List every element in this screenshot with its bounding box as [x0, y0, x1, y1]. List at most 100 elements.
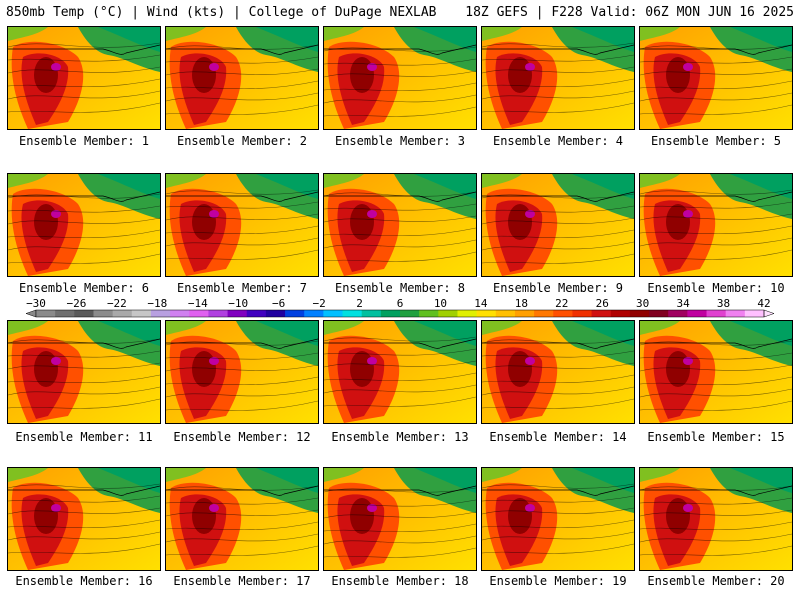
- ensemble-member-label: Ensemble Member: 18: [331, 574, 469, 588]
- ensemble-map-panel: [7, 26, 161, 130]
- cool-region: [572, 468, 634, 493]
- cool-region: [482, 321, 522, 335]
- colorbar-tick-label: 26: [596, 297, 609, 310]
- contour-line: [324, 106, 476, 117]
- contour-line: [8, 374, 160, 384]
- ensemble-member-label: Ensemble Member: 8: [334, 281, 466, 295]
- ensemble-map-panel: [323, 173, 477, 277]
- contour-line: [324, 499, 476, 507]
- cool-region: [256, 27, 318, 52]
- warm-region: [683, 210, 693, 218]
- colorbar-tick-label: 18: [515, 297, 528, 310]
- contour-line: [640, 497, 792, 505]
- temperature-map: [166, 468, 318, 570]
- ensemble-member-label: Ensemble Member: 19: [489, 574, 627, 588]
- ensemble-member-label: Ensemble Member: 4: [492, 134, 624, 148]
- contour-line: [324, 251, 476, 262]
- warm-region: [666, 204, 690, 240]
- country-border: [166, 338, 318, 349]
- cool-region: [730, 468, 792, 493]
- contour-line: [8, 78, 160, 88]
- ensemble-member-label: Ensemble Member: 5: [650, 134, 782, 148]
- cool-region: [640, 468, 680, 482]
- contour-line: [324, 70, 476, 78]
- contour-line: [482, 495, 634, 503]
- cool-region: [730, 174, 792, 199]
- cool-region: [572, 321, 634, 346]
- chart-title: 850mb Temp (°C) | Wind (kts) | College o…: [6, 5, 437, 20]
- contour-line: [482, 205, 634, 213]
- contour-line: [640, 352, 792, 360]
- colorbar-swatch: [304, 310, 324, 317]
- cool-region: [8, 321, 48, 335]
- ensemble-map-panel: [481, 467, 635, 571]
- contour-line: [324, 82, 476, 92]
- cool-region: [166, 27, 206, 41]
- cool-region: [324, 174, 364, 188]
- colorbar-swatch: [361, 310, 382, 317]
- contour-line: [8, 66, 160, 74]
- colorbar-tick-label: −6: [272, 297, 285, 310]
- contour-line: [640, 237, 792, 247]
- colorbar-swatch: [400, 310, 420, 317]
- contour-line: [482, 531, 634, 541]
- contour-line: [482, 66, 634, 74]
- contour-line: [324, 372, 476, 382]
- ensemble-member-label: Ensemble Member: 14: [489, 430, 627, 444]
- temperature-map: [640, 174, 792, 276]
- contour-line: [8, 350, 160, 358]
- cool-region: [256, 468, 318, 493]
- contour-line: [482, 54, 634, 62]
- colorbar-tick-label: −2: [312, 297, 325, 310]
- warm-region: [525, 63, 535, 71]
- ensemble-map-panel: [165, 173, 319, 277]
- colorbar-tick-label: −14: [188, 297, 208, 310]
- colorbar-swatch: [74, 310, 94, 317]
- cool-region: [98, 174, 160, 199]
- country-border: [640, 191, 792, 202]
- contour-line: [324, 58, 476, 66]
- colorbar-tick-label: 10: [434, 297, 447, 310]
- country-border: [324, 338, 476, 349]
- country-border: [166, 191, 318, 202]
- ensemble-map-panel: [165, 467, 319, 571]
- contour-line: [166, 364, 318, 372]
- contour-line: [8, 338, 160, 344]
- contour-line: [166, 521, 318, 531]
- contour-line: [640, 44, 792, 50]
- colorbar-max-arrow: [763, 309, 775, 318]
- contour-line: [166, 68, 318, 76]
- contour-line: [324, 215, 476, 223]
- ensemble-member-label: Ensemble Member: 6: [18, 281, 150, 295]
- warm-region: [209, 357, 219, 365]
- ensemble-member-label: Ensemble Member: 2: [176, 134, 308, 148]
- contour-line: [166, 213, 318, 221]
- country-border: [324, 191, 476, 202]
- contour-line: [166, 485, 318, 491]
- contour-line: [482, 241, 634, 251]
- cool-region: [414, 27, 476, 52]
- cool-region: [730, 321, 792, 346]
- cool-region: [572, 174, 634, 199]
- contour-line: [482, 374, 634, 384]
- contour-line: [8, 495, 160, 503]
- cool-region: [640, 174, 680, 188]
- warm-region: [51, 357, 61, 365]
- contour-line: [640, 533, 792, 543]
- contour-line: [482, 350, 634, 358]
- contour-line: [324, 94, 476, 104]
- contour-line: [166, 545, 318, 556]
- colorbar-swatch: [438, 310, 458, 317]
- country-border: [324, 44, 476, 55]
- cool-region: [324, 27, 364, 41]
- contour-line: [166, 497, 318, 505]
- contour-line: [640, 56, 792, 64]
- ensemble-map-panel: [7, 320, 161, 424]
- cool-region: [482, 174, 522, 188]
- contour-line: [8, 54, 160, 62]
- contour-line: [166, 80, 318, 90]
- contour-line: [482, 398, 634, 409]
- ensemble-member-label: Ensemble Member: 12: [173, 430, 311, 444]
- contour-line: [324, 523, 476, 533]
- warm-region: [209, 63, 219, 71]
